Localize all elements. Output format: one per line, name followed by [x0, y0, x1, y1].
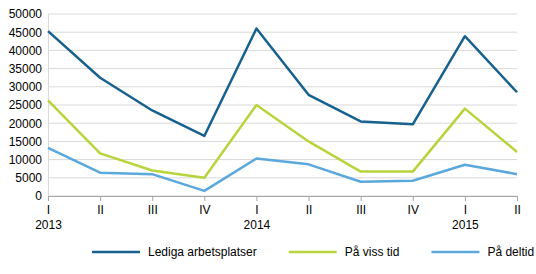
x-tick: III — [148, 196, 158, 217]
x-tick-mark — [517, 196, 518, 201]
y-tick-label: 30000 — [9, 80, 43, 94]
grid-line — [48, 141, 517, 142]
series-line — [48, 148, 517, 191]
grid-line — [48, 50, 517, 51]
legend-label: Lediga arbetsplatser — [148, 245, 257, 259]
legend-item: På deltid — [431, 245, 534, 259]
x-tick: II — [97, 196, 104, 217]
y-tick: 45000 — [9, 26, 48, 40]
x-tick: I2013 — [35, 196, 62, 232]
legend-item: På viss tid — [289, 245, 400, 259]
y-tick: 0 — [35, 189, 48, 203]
legend-swatch — [92, 251, 140, 254]
x-tick-mark — [100, 196, 101, 201]
y-tick-label: 5000 — [15, 171, 42, 185]
x-tick-label: III — [148, 203, 158, 217]
series-line — [48, 29, 517, 136]
x-tick-label: I2013 — [35, 203, 62, 232]
y-tick-label: 45000 — [9, 26, 43, 40]
y-tick: 5000 — [15, 171, 48, 185]
y-axis: 0 5000 10000 15000 20000 25000 30000 35000 40000… — [9, 7, 49, 203]
y-tick-label: 0 — [35, 189, 42, 203]
x-axis: I2013IIIIIIVI2014IIIIIIVI2015II — [35, 196, 521, 232]
series-line — [48, 100, 517, 178]
x-tick-label: I2015 — [452, 203, 479, 232]
y-tick-label: 50000 — [9, 7, 43, 21]
grid-line — [48, 32, 517, 33]
series-lines — [48, 29, 517, 191]
legend-item: Lediga arbetsplatser — [92, 245, 257, 259]
y-tick-label: 15000 — [9, 135, 43, 149]
y-tick-label: 35000 — [9, 62, 43, 76]
y-axis-line — [48, 15, 49, 197]
x-tick: IV — [408, 196, 419, 217]
y-tick-label: 20000 — [9, 117, 43, 131]
grid-line — [48, 177, 517, 178]
legend-swatch — [289, 251, 337, 254]
x-tick: IV — [199, 196, 210, 217]
x-tick: II — [514, 196, 521, 217]
x-tick-label: II — [306, 203, 313, 217]
legend: Lediga arbetsplatser På viss tid På deltid — [92, 245, 534, 259]
grid-line — [48, 105, 517, 106]
y-tick: 10000 — [9, 153, 48, 167]
y-tick-label: 40000 — [9, 44, 43, 58]
x-tick-label: IV — [199, 203, 210, 217]
chart: 0 5000 10000 15000 20000 25000 30000 35000 40000… — [0, 0, 536, 274]
x-tick-label: II — [514, 203, 521, 217]
plot: 0 5000 10000 15000 20000 25000 30000 35000 40000… — [9, 7, 521, 231]
legend-label: På deltid — [487, 245, 534, 259]
x-tick-mark — [48, 196, 49, 201]
y-tick-label: 10000 — [9, 153, 43, 167]
y-tick-label: 25000 — [9, 98, 43, 112]
x-tick-label: II — [97, 203, 104, 217]
legend-swatch — [431, 251, 479, 254]
x-tick-label: IV — [408, 203, 419, 217]
x-tick-mark — [465, 196, 466, 201]
x-tick-mark — [152, 196, 153, 201]
y-tick: 15000 — [9, 135, 48, 149]
x-tick-mark — [309, 196, 310, 201]
x-tick-mark — [204, 196, 205, 201]
x-tick-mark — [361, 196, 362, 201]
x-tick-label: III — [356, 203, 366, 217]
y-tick: 40000 — [9, 44, 48, 58]
y-tick: 25000 — [9, 98, 48, 112]
legend-label: På viss tid — [345, 245, 400, 259]
grid — [48, 14, 517, 196]
x-tick: I2015 — [452, 196, 479, 232]
x-tick: III — [356, 196, 366, 217]
x-tick-mark — [256, 196, 257, 201]
x-tick: I2014 — [244, 196, 271, 232]
x-tick-label: I2014 — [244, 203, 271, 232]
x-axis-line — [49, 197, 518, 202]
grid-line — [48, 14, 517, 15]
y-tick: 35000 — [9, 62, 48, 76]
x-tick-mark — [413, 196, 414, 201]
y-tick: 50000 — [9, 7, 48, 21]
grid-line — [48, 86, 517, 87]
y-tick: 30000 — [9, 80, 48, 94]
y-tick: 20000 — [9, 117, 48, 131]
x-tick: II — [306, 196, 313, 217]
